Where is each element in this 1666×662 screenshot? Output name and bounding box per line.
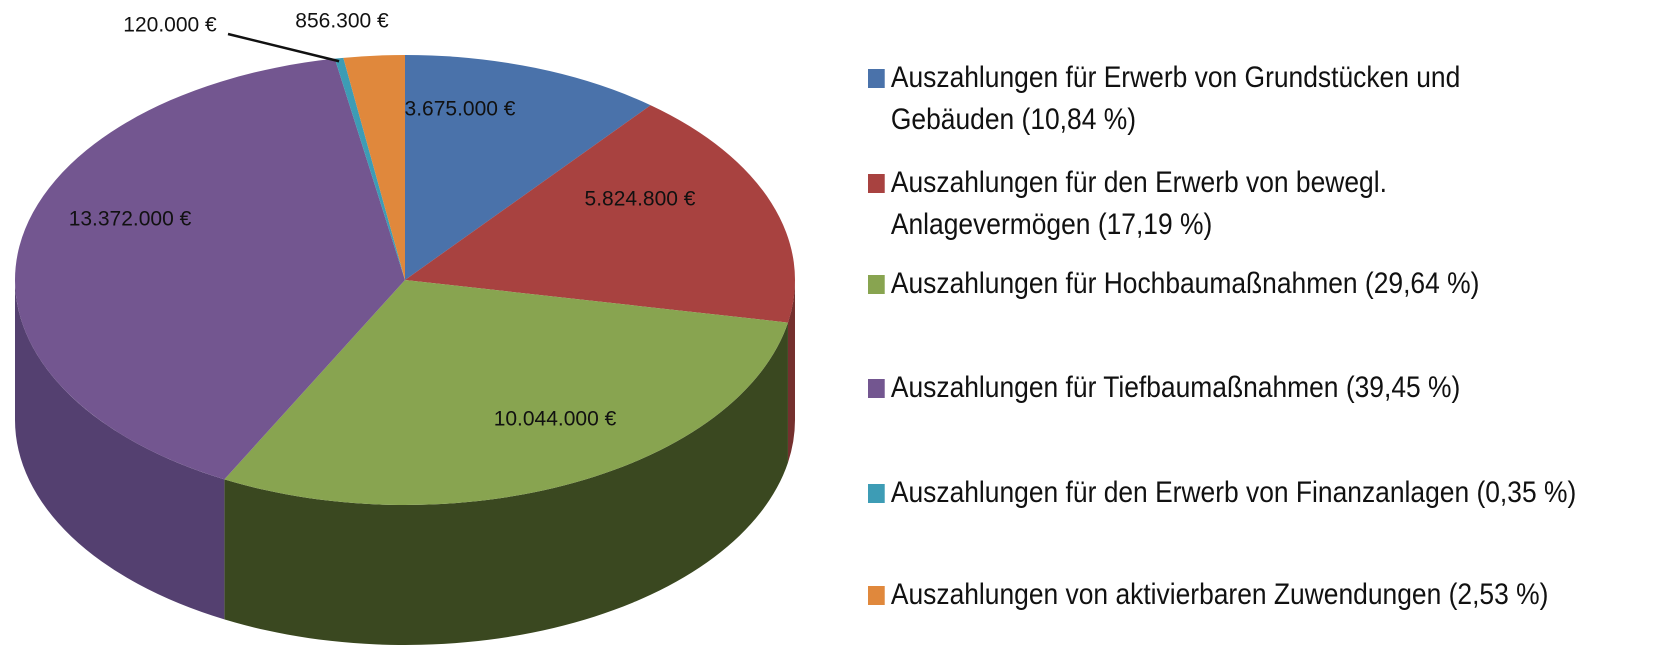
slice: [224, 280, 788, 506]
legend-label: Auszahlungen für den Erwerb von bewegl. …: [890, 166, 1387, 241]
legend-label: Auszahlungen für Hochbaumaßnahmen (29,64…: [890, 267, 1480, 300]
legend-item: Auszahlungen für den Erwerb von Finanzan…: [868, 472, 1642, 514]
pie-chart: 3.675.000 € 5.824.800 € 10.044.000 € 13.372…: [15, 10, 796, 645]
legend-item: Auszahlungen für Hochbaumaßnahmen (29,64…: [868, 263, 1642, 305]
legend-item: Auszahlungen für Erwerb von Grundstücken…: [868, 57, 1502, 141]
value-label: 10.044.000 €: [494, 408, 617, 431]
leader-line: [227, 32, 340, 63]
legend-swatch: [868, 586, 885, 605]
legend-label: Auszahlungen für Erwerb von Grundstücken…: [890, 61, 1461, 136]
slice-side: [787, 280, 795, 463]
legend-label: Auszahlungen von aktivierbaren Zuwendung…: [890, 578, 1549, 611]
slice: [15, 58, 405, 480]
slice: [343, 55, 405, 280]
legend-item: Auszahlungen für Tiefbaumaßnahmen (39,45…: [868, 367, 1642, 409]
value-label: 13.372.000 €: [69, 208, 192, 231]
legend-swatch: [868, 174, 885, 193]
legend-swatch: [868, 484, 885, 503]
legend-item: Auszahlungen von aktivierbaren Zuwendung…: [868, 574, 1642, 616]
slice-side: [15, 280, 225, 620]
value-label: 120.000 €: [123, 14, 217, 37]
legend-item: Auszahlungen für den Erwerb von bewegl. …: [868, 162, 1502, 246]
value-label: 856.300 €: [295, 10, 389, 33]
value-label: 5.824.800 €: [585, 188, 696, 211]
legend-label: Auszahlungen für Tiefbaumaßnahmen (39,45…: [890, 371, 1461, 404]
legend-label: Auszahlungen für den Erwerb von Finanzan…: [890, 476, 1577, 509]
slice-side: [224, 322, 788, 645]
legend-swatch: [868, 275, 885, 294]
value-label: 3.675.000 €: [405, 98, 516, 121]
legend-swatch: [868, 69, 885, 88]
slice: [334, 57, 405, 280]
slice: [405, 105, 796, 323]
slice: [405, 55, 651, 280]
legend-swatch: [868, 379, 885, 398]
